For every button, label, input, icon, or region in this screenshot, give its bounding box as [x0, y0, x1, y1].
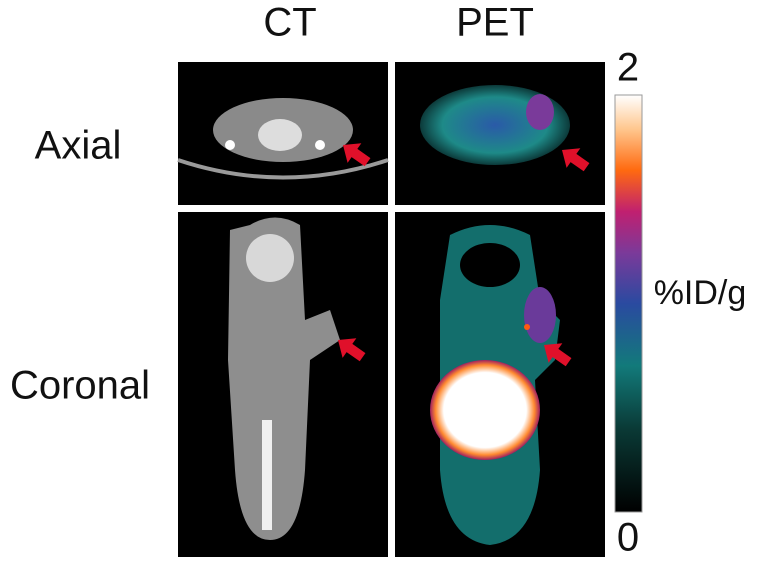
- pet-axial-image: [395, 62, 605, 205]
- colorbar-min: 0: [617, 516, 639, 560]
- colorbar-label: %ID/g: [654, 274, 747, 312]
- ct-coronal-image: [178, 212, 388, 557]
- column-label: CT: [263, 1, 316, 45]
- row-label: Axial: [35, 124, 122, 168]
- pet-coronal-image: [395, 212, 605, 557]
- colorbar: [614, 94, 643, 513]
- ct-axial-image: [177, 62, 389, 205]
- column-label: PET: [456, 1, 534, 45]
- row-label: Coronal: [10, 364, 150, 408]
- colorbar-max: 2: [617, 46, 639, 90]
